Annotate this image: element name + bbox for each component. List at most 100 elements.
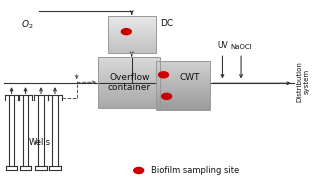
Bar xyxy=(108,32,156,33)
Bar xyxy=(108,51,156,52)
Bar xyxy=(156,80,210,81)
Bar xyxy=(98,99,160,100)
Text: NaOCl: NaOCl xyxy=(230,44,252,50)
Bar xyxy=(98,63,160,65)
Bar xyxy=(98,60,160,61)
Bar xyxy=(98,70,160,71)
Bar xyxy=(98,100,160,101)
Bar xyxy=(156,100,210,101)
Bar xyxy=(156,86,210,88)
Bar xyxy=(98,103,160,104)
Bar xyxy=(108,28,156,29)
Bar xyxy=(156,88,210,89)
Bar xyxy=(156,81,210,83)
Bar xyxy=(156,69,210,70)
Bar xyxy=(108,43,156,44)
Bar xyxy=(156,63,210,64)
Bar xyxy=(108,46,156,47)
Bar xyxy=(98,57,160,58)
Bar xyxy=(108,22,156,23)
Bar xyxy=(156,108,210,109)
Circle shape xyxy=(121,29,131,35)
Bar xyxy=(98,77,160,78)
Bar xyxy=(98,67,160,68)
Bar xyxy=(156,74,210,75)
Bar xyxy=(108,35,156,36)
Circle shape xyxy=(162,93,172,99)
Bar xyxy=(98,80,160,81)
Bar xyxy=(108,20,156,21)
Bar xyxy=(108,26,156,27)
Bar xyxy=(98,90,160,91)
Bar xyxy=(108,24,156,25)
Bar xyxy=(156,98,210,100)
Bar xyxy=(108,18,156,19)
Bar xyxy=(156,61,210,62)
Bar xyxy=(98,58,160,60)
Bar xyxy=(98,89,160,90)
Bar xyxy=(108,44,156,45)
Bar xyxy=(98,87,160,89)
Bar xyxy=(108,25,156,26)
Bar xyxy=(156,62,210,63)
Bar xyxy=(156,101,210,102)
Bar xyxy=(156,102,210,103)
Bar xyxy=(98,76,160,77)
Bar xyxy=(156,90,210,91)
Bar xyxy=(156,75,210,77)
Bar xyxy=(108,45,156,46)
Bar xyxy=(98,101,160,103)
Bar xyxy=(98,85,160,86)
Text: CWT: CWT xyxy=(179,73,200,82)
Text: Overflow
container: Overflow container xyxy=(108,73,151,92)
Bar xyxy=(156,68,210,69)
Bar xyxy=(156,77,210,78)
Bar xyxy=(98,104,160,105)
Bar xyxy=(108,29,156,30)
Bar xyxy=(98,105,160,106)
Bar xyxy=(156,103,210,105)
Text: Wells: Wells xyxy=(28,138,51,147)
Bar xyxy=(98,91,160,92)
Bar xyxy=(98,92,160,94)
Bar xyxy=(98,74,160,75)
Bar xyxy=(156,64,210,66)
Bar xyxy=(98,95,160,96)
Bar xyxy=(98,78,160,80)
Bar xyxy=(156,73,210,74)
Bar xyxy=(108,49,156,50)
Bar xyxy=(108,17,156,18)
Bar xyxy=(156,70,210,72)
Bar xyxy=(108,42,156,43)
Bar xyxy=(156,94,210,95)
Bar xyxy=(98,94,160,95)
Bar xyxy=(156,66,210,67)
Bar xyxy=(98,71,160,72)
Text: $O_2$: $O_2$ xyxy=(21,19,33,31)
Bar xyxy=(108,52,156,53)
Bar xyxy=(98,75,160,76)
Bar xyxy=(108,50,156,51)
Bar xyxy=(156,79,210,80)
Bar xyxy=(108,47,156,48)
Bar xyxy=(108,19,156,20)
Bar xyxy=(98,106,160,108)
Bar xyxy=(156,72,210,73)
Bar xyxy=(98,84,160,85)
Bar xyxy=(156,84,210,85)
Bar xyxy=(156,105,210,106)
Bar xyxy=(108,30,156,31)
Bar xyxy=(98,81,160,82)
Bar xyxy=(98,66,160,67)
Bar xyxy=(98,57,160,108)
Bar xyxy=(156,95,210,96)
Bar xyxy=(108,41,156,42)
Bar xyxy=(108,40,156,41)
Bar xyxy=(156,85,210,86)
Bar xyxy=(156,61,210,109)
Bar xyxy=(108,48,156,49)
Bar xyxy=(108,36,156,37)
Bar xyxy=(108,16,156,17)
Bar xyxy=(98,72,160,74)
Bar xyxy=(98,98,160,99)
